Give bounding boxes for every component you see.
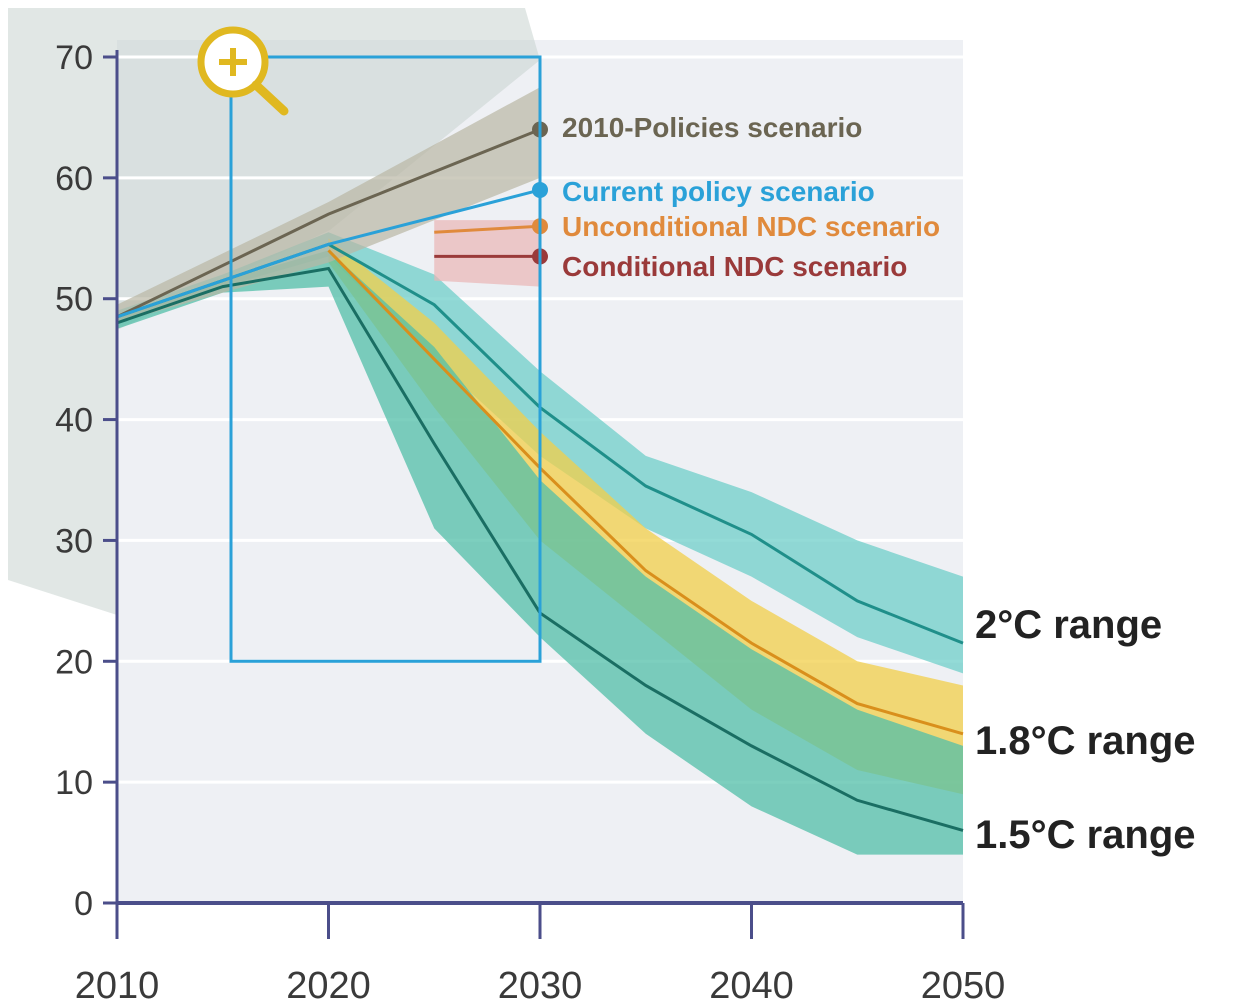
range-label-2: 1.5°C range [975, 813, 1196, 857]
range-label-1: 1.8°C range [975, 719, 1196, 763]
y-tick-label-30: 30 [55, 522, 93, 560]
y-tick-label-70: 70 [55, 39, 93, 77]
y-tick-label-50: 50 [55, 281, 93, 319]
range-line-1 [327, 249, 964, 736]
range-label-0: 2°C range [975, 603, 1162, 647]
scenario-line-1 [116, 188, 541, 319]
scenario-label-3: Conditional NDC scenario [562, 251, 907, 282]
y-tick-label-20: 20 [55, 643, 93, 681]
x-tick-label-2010: 2010 [75, 965, 160, 1005]
scenario-label-2: Unconditional NDC scenario [562, 211, 940, 242]
x-tick-label-2050: 2050 [921, 965, 1006, 1005]
y-tick-label-10: 10 [55, 764, 93, 802]
x-tick-label-2020: 2020 [286, 965, 371, 1005]
scenario-label-0: 2010-Policies scenario [562, 112, 862, 143]
scenario-line-2 [434, 224, 541, 234]
x-tick-label-2030: 2030 [498, 965, 583, 1005]
zoom-region-box [229, 55, 542, 663]
scenario-label-1: Current policy scenario [562, 176, 875, 207]
scenario-line-0 [116, 128, 541, 319]
zoom-in-magnifier-icon[interactable] [197, 26, 289, 116]
y-tick-label-40: 40 [55, 402, 93, 440]
y-tick-label-60: 60 [55, 160, 93, 198]
x-tick-label-2040: 2040 [709, 965, 794, 1005]
scenario-band-3 [434, 220, 540, 287]
zoom-icon-handle [251, 80, 289, 116]
y-tick-label-0: 0 [74, 885, 93, 923]
range-band-1 [328, 238, 963, 795]
